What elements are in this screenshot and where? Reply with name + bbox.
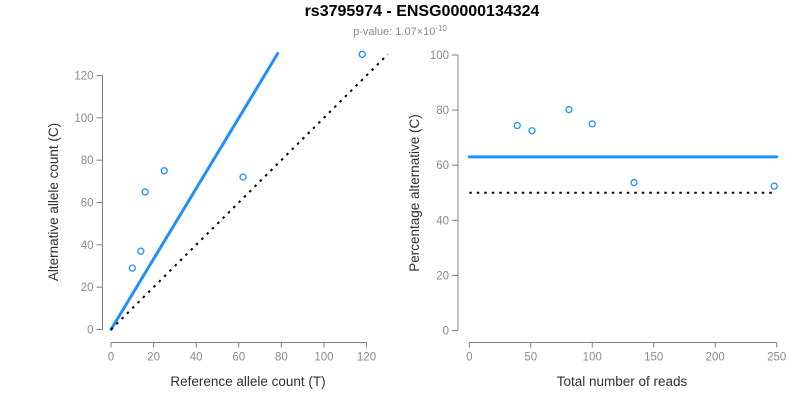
- figure-subtitle: p-value: 1.07×10-10: [353, 24, 447, 38]
- y-tick-label: 100: [74, 113, 93, 125]
- y-axis-title: Alternative allele count (C): [46, 123, 61, 281]
- x-tick-label: 50: [524, 352, 537, 364]
- x-tick-label: 100: [314, 352, 333, 364]
- data-point-circle: [513, 121, 521, 130]
- x-tick-label: 40: [190, 352, 203, 364]
- data-point-circle: [588, 120, 596, 128]
- pvalue-text: p-value: 1.07×10: [353, 26, 436, 38]
- y-tick-label: 20: [81, 282, 94, 294]
- y-tick-label: 120: [74, 70, 93, 82]
- data-point-circle: [128, 264, 136, 272]
- data-point-circle: [358, 50, 366, 58]
- x-axis-title: Reference allele count (T): [170, 374, 325, 389]
- y-tick-label: 60: [436, 160, 449, 172]
- x-tick-label: 250: [767, 352, 786, 364]
- x-tick-label: 0: [466, 352, 472, 364]
- x-tick-label: 80: [275, 352, 288, 364]
- x-axis-title: Total number of reads: [557, 374, 688, 389]
- y-tick-label: 100: [430, 50, 449, 62]
- x-tick-label: 0: [108, 352, 114, 364]
- y-tick-label: 0: [443, 326, 449, 338]
- identity-line: [110, 53, 389, 331]
- x-tick-label: 20: [147, 352, 160, 364]
- pvalue-exponent: -10: [435, 24, 447, 33]
- y-axis-title: Percentage alternative (C): [407, 114, 422, 272]
- data-point-circle: [528, 127, 536, 135]
- figure-title: rs3795974 - ENSG00000134324: [304, 3, 540, 20]
- x-tick-label: 100: [583, 352, 602, 364]
- x-tick-label: 60: [232, 352, 245, 364]
- y-tick-label: 80: [436, 105, 449, 117]
- y-tick-label: 0: [87, 325, 93, 337]
- y-tick-label: 80: [81, 155, 94, 167]
- x-tick-label: 120: [357, 352, 376, 364]
- x-tick-label: 200: [706, 352, 725, 364]
- y-tick-label: 40: [436, 215, 449, 227]
- x-tick-label: 150: [644, 352, 663, 364]
- data-point-circle: [770, 182, 778, 190]
- data-point-circle: [565, 105, 573, 114]
- data-point-circle: [141, 188, 149, 196]
- data-point-circle: [239, 173, 247, 181]
- data-point-circle: [630, 178, 638, 187]
- data-point-circle: [160, 167, 168, 175]
- y-tick-label: 60: [81, 197, 94, 209]
- y-tick-label: 20: [436, 270, 449, 282]
- fit-line: [109, 51, 280, 331]
- data-point-circle: [137, 247, 145, 255]
- y-tick-label: 40: [81, 240, 94, 252]
